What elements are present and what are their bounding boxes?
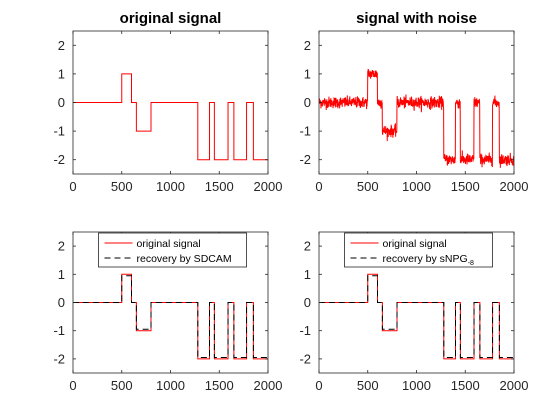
legend-label: recovery by sNPG-8 bbox=[383, 253, 475, 267]
legend: original signal recovery by sNPG-8 bbox=[344, 232, 493, 268]
x-tick-label: 1000 bbox=[402, 179, 431, 194]
x-tick-label: 0 bbox=[69, 378, 76, 393]
x-tick-label: 2000 bbox=[500, 179, 529, 194]
y-tick-label: 0 bbox=[58, 295, 65, 310]
y-tick-label: 1 bbox=[304, 267, 311, 282]
x-tick-label: 1500 bbox=[205, 179, 234, 194]
legend-label: original signal bbox=[137, 238, 201, 250]
x-tick-label: 1500 bbox=[451, 378, 480, 393]
series-line-2 bbox=[73, 275, 268, 358]
y-tick-label: 0 bbox=[304, 295, 311, 310]
y-tick-label: 1 bbox=[304, 66, 311, 81]
y-tick-label: 1 bbox=[58, 66, 65, 81]
chart-panel-4: 0 500 1000 1500 2000 -2 -1 0 1 2 original signal re… bbox=[299, 231, 529, 393]
x-tick-label: 1500 bbox=[451, 179, 480, 194]
y-tick-label: 2 bbox=[58, 239, 65, 254]
legend-box bbox=[98, 232, 247, 268]
y-tick-label: 2 bbox=[304, 239, 311, 254]
y-tick-label: 0 bbox=[58, 95, 65, 110]
x-tick-label: 2000 bbox=[500, 378, 529, 393]
x-tick-label: 0 bbox=[315, 378, 322, 393]
x-tick-label: 500 bbox=[111, 179, 133, 194]
series-line-1 bbox=[73, 73, 268, 161]
legend-label: original signal bbox=[383, 238, 447, 250]
y-tick-label: -1 bbox=[53, 124, 65, 139]
y-tick-label: 2 bbox=[304, 38, 311, 53]
x-tick-label: 0 bbox=[69, 179, 76, 194]
x-tick-label: 0 bbox=[315, 179, 322, 194]
y-tick-label: -2 bbox=[53, 351, 65, 366]
legend-label: recovery by SDCAM bbox=[137, 253, 232, 265]
y-tick-label: -1 bbox=[299, 323, 311, 338]
series-line-1 bbox=[319, 68, 514, 168]
chart-panel-1: 0 500 1000 1500 2000 -2 -1 0 1 2 original signal bbox=[53, 10, 282, 194]
x-tick-label: 1000 bbox=[156, 179, 185, 194]
x-tick-label: 500 bbox=[111, 378, 133, 393]
chart-panel-2: 0 500 1000 1500 2000 -2 -1 0 1 2 signal with noise bbox=[299, 10, 528, 194]
x-tick-label: 2000 bbox=[254, 378, 283, 393]
x-tick-label: 1000 bbox=[402, 378, 431, 393]
y-tick-label: -2 bbox=[299, 351, 311, 366]
legend: original signal recovery by SDCAM bbox=[98, 232, 247, 268]
y-tick-label: 0 bbox=[304, 95, 311, 110]
x-tick-label: 500 bbox=[357, 179, 379, 194]
series-line-2 bbox=[319, 275, 514, 358]
x-tick-label: 500 bbox=[357, 378, 379, 393]
y-tick-label: -2 bbox=[299, 152, 311, 167]
x-tick-label: 1500 bbox=[205, 378, 234, 393]
chart-title: signal with noise bbox=[356, 10, 477, 27]
y-tick-label: 2 bbox=[58, 38, 65, 53]
y-tick-label: -1 bbox=[299, 124, 311, 139]
chart-panel-3: 0 500 1000 1500 2000 -2 -1 0 1 2 original signal re… bbox=[53, 231, 283, 393]
legend-box bbox=[344, 232, 493, 268]
y-tick-label: -1 bbox=[53, 323, 65, 338]
x-tick-label: 1000 bbox=[156, 378, 185, 393]
chart-title: original signal bbox=[120, 10, 222, 27]
x-tick-label: 2000 bbox=[254, 179, 283, 194]
y-tick-label: 1 bbox=[58, 267, 65, 282]
y-tick-label: -2 bbox=[53, 152, 65, 167]
